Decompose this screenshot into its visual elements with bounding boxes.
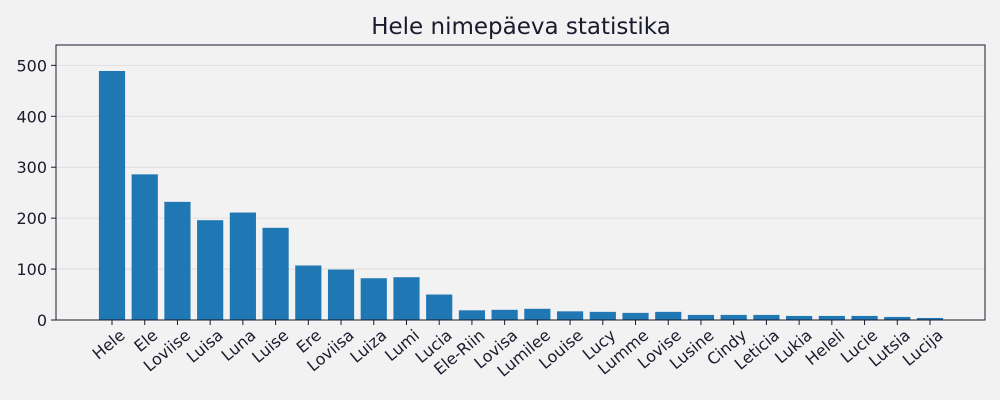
bar-ele bbox=[131, 174, 158, 320]
y-tick-label: 0 bbox=[37, 311, 47, 330]
bar-ele-riin bbox=[458, 310, 486, 320]
bar-lovisa bbox=[491, 309, 518, 320]
y-tick-label: 400 bbox=[16, 107, 47, 126]
y-tick-label: 200 bbox=[16, 209, 47, 228]
bar-lovise bbox=[655, 311, 682, 320]
bar-leticia bbox=[753, 314, 780, 320]
bar-loviisa bbox=[327, 269, 355, 320]
bar-luna bbox=[229, 212, 256, 320]
bar-lucy bbox=[589, 311, 616, 320]
bar-hele bbox=[98, 70, 126, 320]
bar-heleli bbox=[818, 315, 845, 320]
bar-lumilee bbox=[524, 308, 551, 320]
bar-ere bbox=[295, 265, 322, 320]
bar-lucia bbox=[426, 294, 453, 320]
x-tick-label: Luisa bbox=[183, 326, 227, 367]
grid-lines bbox=[56, 64, 985, 321]
bar-louise bbox=[556, 311, 584, 320]
y-tick-label: 500 bbox=[16, 56, 47, 75]
plot-frame bbox=[55, 44, 986, 321]
bar-luise bbox=[262, 227, 289, 320]
bar-lumme bbox=[622, 312, 649, 320]
bar-cindy bbox=[720, 314, 747, 320]
x-tick-label: Luiza bbox=[346, 326, 390, 367]
bar-luisa bbox=[197, 220, 224, 320]
bar-lutsia bbox=[884, 316, 911, 320]
bar-lusine bbox=[687, 314, 715, 320]
y-tick-label: 300 bbox=[16, 158, 47, 177]
chart-title: Hele nimepäeva statistika bbox=[371, 14, 671, 40]
bar-lukia bbox=[786, 315, 813, 320]
x-tick-label: Luise bbox=[248, 326, 292, 367]
y-tick-label: 100 bbox=[16, 260, 47, 279]
bar-loviise bbox=[164, 201, 191, 320]
bar-luiza bbox=[360, 278, 387, 320]
bars bbox=[98, 70, 944, 320]
x-tick-label: Hele bbox=[89, 326, 129, 364]
bar-lucija bbox=[916, 317, 944, 320]
bar-lucie bbox=[851, 315, 878, 320]
y-axis: 0 100 200 300 400 500 bbox=[16, 56, 56, 330]
bar-lumi bbox=[393, 277, 420, 320]
